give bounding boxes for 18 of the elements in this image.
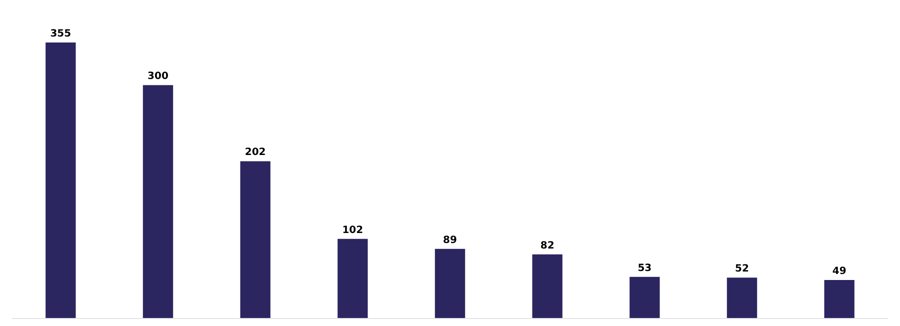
bar <box>726 278 758 318</box>
data-label: 53 <box>638 262 652 274</box>
bar <box>434 248 466 318</box>
data-label: 202 <box>244 147 266 158</box>
data-label: 52 <box>735 264 749 275</box>
data-label: 300 <box>148 71 168 82</box>
bar <box>142 85 174 318</box>
bar <box>824 280 854 318</box>
data-label: 49 <box>832 266 846 277</box>
data-label: 102 <box>342 224 364 236</box>
data-label: 89 <box>443 234 457 246</box>
data-label: 355 <box>50 28 72 40</box>
bar <box>532 254 562 318</box>
data-label: 82 <box>540 240 554 252</box>
bar <box>46 42 76 318</box>
bar <box>338 238 368 318</box>
bar <box>240 161 270 318</box>
bar <box>630 276 660 318</box>
